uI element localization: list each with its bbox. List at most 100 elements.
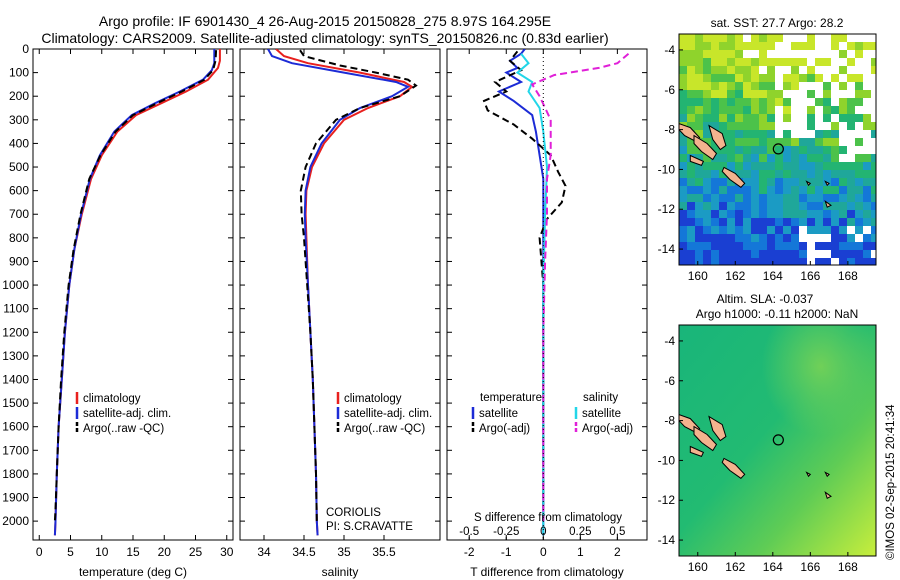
sst-pixel xyxy=(791,138,799,146)
sst-pixel xyxy=(679,58,687,66)
sst-pixel xyxy=(863,178,871,186)
sst-pixel xyxy=(847,90,855,98)
sst-pixel xyxy=(863,114,871,122)
sst-pixel xyxy=(743,250,751,258)
sst-pixel xyxy=(847,178,855,186)
sst-pixel xyxy=(687,194,695,202)
sst-pixel xyxy=(711,74,719,82)
sst-pixel xyxy=(703,58,711,66)
annotation-text: CORIOLIS xyxy=(326,507,381,519)
sst-pixel xyxy=(767,98,775,106)
sst-pixel xyxy=(695,226,703,234)
sst-pixel xyxy=(703,82,711,90)
sst-pixel xyxy=(783,226,791,234)
sst-pixel xyxy=(839,194,847,202)
sst-pixel xyxy=(679,186,687,194)
sst-pixel xyxy=(703,250,711,258)
sst-pixel xyxy=(863,170,871,178)
sst-pixel xyxy=(719,66,727,74)
sst-pixel xyxy=(839,226,847,234)
map-y-tick-label: -6 xyxy=(664,374,675,388)
sst-pixel xyxy=(839,242,847,250)
sst-pixel xyxy=(695,218,703,226)
sst-pixel xyxy=(727,258,735,265)
sst-pixel xyxy=(711,194,719,202)
sst-pixel xyxy=(751,42,759,50)
imos-credit: ©IMOS 02-Sep-2015 20:41:34 xyxy=(885,404,897,560)
sst-pixel xyxy=(679,202,687,210)
sst-pixel xyxy=(871,178,876,186)
y-tick-label: 800 xyxy=(9,231,29,245)
sst-pixel xyxy=(855,90,863,98)
sst-pixel xyxy=(751,210,759,218)
sst-pixel xyxy=(799,50,807,58)
sst-pixel xyxy=(871,186,876,194)
sst-pixel xyxy=(855,154,863,162)
sst-pixel xyxy=(799,162,807,170)
sst-pixel xyxy=(743,210,751,218)
sst-pixel xyxy=(783,258,791,265)
sst-pixel xyxy=(735,122,743,130)
sst-pixel xyxy=(711,146,719,154)
sst-pixel xyxy=(775,122,783,130)
sst-pixel xyxy=(687,50,695,58)
sst-pixel xyxy=(759,90,767,98)
sst-pixel xyxy=(815,250,823,258)
sst-pixel xyxy=(767,162,775,170)
sst-pixel xyxy=(727,178,735,186)
map-y-tick-label: -14 xyxy=(658,242,676,256)
sst-pixel xyxy=(703,226,711,234)
sst-pixel xyxy=(695,194,703,202)
sst-pixel xyxy=(743,98,751,106)
sst-pixel xyxy=(767,74,775,82)
sst-pixel xyxy=(799,74,807,82)
x-tick-label: 34.5 xyxy=(292,545,316,559)
sst-pixel xyxy=(727,82,735,90)
sst-pixel xyxy=(751,154,759,162)
sst-pixel xyxy=(847,250,855,258)
sst-pixel xyxy=(775,210,783,218)
sst-pixel xyxy=(687,34,695,42)
sst-pixel xyxy=(871,106,876,114)
sst-pixel xyxy=(831,234,839,242)
sst-pixel xyxy=(759,106,767,114)
sst-pixel xyxy=(823,58,831,66)
sst-pixel xyxy=(759,186,767,194)
sst-pixel xyxy=(831,130,839,138)
sst-pixel xyxy=(839,162,847,170)
sst-pixel xyxy=(735,58,743,66)
sst-pixel xyxy=(799,42,807,50)
sst-pixel xyxy=(871,250,876,258)
sst-pixel xyxy=(815,50,823,58)
sst-pixel xyxy=(751,242,759,250)
sst-pixel xyxy=(711,210,719,218)
sst-pixel xyxy=(799,242,807,250)
sst-pixel xyxy=(735,154,743,162)
sst-pixel xyxy=(847,50,855,58)
sst-pixel xyxy=(751,250,759,258)
sst-pixel xyxy=(855,218,863,226)
sst-pixel xyxy=(711,186,719,194)
map-x-tick-label: 162 xyxy=(725,269,745,283)
sst-pixel xyxy=(719,90,727,98)
sst-pixel xyxy=(703,178,711,186)
sst-pixel xyxy=(703,242,711,250)
sst-pixel xyxy=(687,186,695,194)
sst-pixel xyxy=(759,114,767,122)
sst-pixel xyxy=(727,66,735,74)
sst-pixel xyxy=(855,50,863,58)
sst-pixel xyxy=(703,218,711,226)
x-tick-label-top: 0 xyxy=(540,526,546,538)
sst-pixel xyxy=(711,202,719,210)
sst-pixel xyxy=(783,74,791,82)
sst-pixel xyxy=(823,130,831,138)
sst-pixel xyxy=(687,66,695,74)
sst-pixel xyxy=(775,234,783,242)
legend-label: Argo(..raw -QC) xyxy=(344,423,425,435)
sst-pixel xyxy=(823,186,831,194)
y-tick-label: 900 xyxy=(9,254,29,268)
sst-pixel xyxy=(735,218,743,226)
sst-pixel xyxy=(831,50,839,58)
sst-pixel xyxy=(871,50,876,58)
x-tick-label: 35 xyxy=(337,545,351,559)
